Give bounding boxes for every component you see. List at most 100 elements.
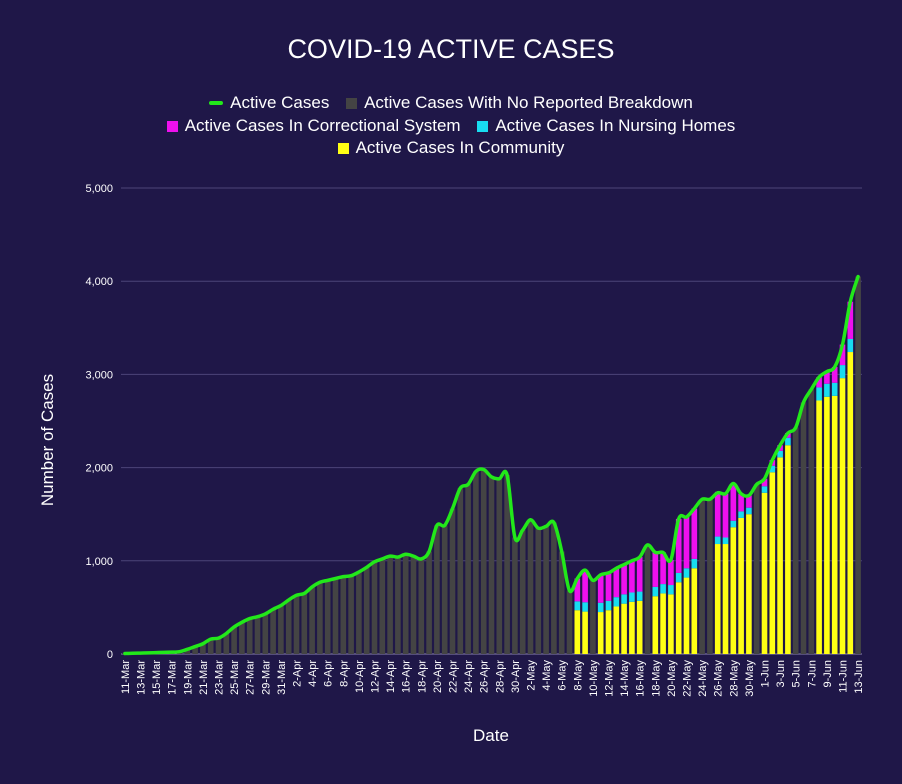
legend-item-nursing-homes[interactable]: Active Cases In Nursing Homes <box>477 116 735 136</box>
bar-no-breakdown <box>644 544 651 654</box>
bar-nursing-homes <box>660 584 666 594</box>
bar-no-breakdown <box>426 551 432 654</box>
bar-correctional <box>847 301 854 339</box>
bar-nursing-homes <box>636 591 643 601</box>
bar-correctional <box>691 508 698 559</box>
x-tick-label: 6-May <box>557 660 569 691</box>
legend-item-correctional[interactable]: Active Cases In Correctional System <box>166 116 461 136</box>
bar-nursing-homes <box>824 383 830 397</box>
bar-no-breakdown <box>402 554 409 654</box>
x-tick-label: 13-Mar <box>136 660 148 695</box>
bar-no-breakdown <box>543 526 549 654</box>
legend-square-swatch <box>166 121 178 132</box>
x-tick-label: 7-Jun <box>806 660 818 688</box>
bar-no-breakdown <box>192 646 198 654</box>
x-tick-label: 24-Apr <box>463 660 475 693</box>
bar-correctional <box>652 552 659 587</box>
bar-community <box>785 445 791 654</box>
bar-nursing-homes <box>629 592 635 602</box>
x-tick-label: 26-Apr <box>479 660 491 693</box>
bar-no-breakdown <box>207 639 214 654</box>
bar-community <box>691 568 698 654</box>
bar-no-breakdown <box>278 605 284 654</box>
bar-no-breakdown <box>262 613 269 654</box>
bar-nursing-homes <box>683 568 690 578</box>
x-tick-label: 22-Apr <box>448 660 460 693</box>
bar-community <box>605 610 612 654</box>
bar-correctional <box>582 570 588 603</box>
x-tick-label: 14-Apr <box>385 660 397 693</box>
x-tick-label: 2-May <box>526 660 538 691</box>
bar-correctional <box>722 493 729 538</box>
bar-nursing-homes <box>613 597 620 607</box>
legend-item-active-cases[interactable]: Active Cases <box>209 93 329 113</box>
bar-community <box>574 610 581 654</box>
bar-correctional <box>714 491 721 537</box>
legend-item-no-breakdown[interactable]: Active Cases With No Reported Breakdown <box>346 93 693 113</box>
bar-no-breakdown <box>309 586 315 654</box>
bar-no-breakdown <box>387 556 393 654</box>
bar-community <box>613 606 620 654</box>
bar-no-breakdown <box>457 488 464 654</box>
bar-community <box>816 400 822 654</box>
legend-label: Active Cases In Correctional System <box>184 116 461 135</box>
bars <box>122 276 861 655</box>
bar-nursing-homes <box>746 507 752 515</box>
x-tick-label: 3-Jun <box>775 660 787 688</box>
bar-no-breakdown <box>200 643 206 654</box>
bar-correctional <box>605 572 612 601</box>
x-tick-label: 2-Apr <box>292 660 304 687</box>
bar-community <box>668 594 674 654</box>
x-tick-label: 16-Apr <box>401 660 413 693</box>
x-tick-label: 10-May <box>588 660 600 697</box>
x-tick-label: 30-May <box>744 660 756 697</box>
bar-no-breakdown <box>379 558 386 654</box>
bar-correctional <box>621 564 627 595</box>
x-tick-label: 29-Mar <box>260 660 272 695</box>
bar-nursing-homes <box>816 387 822 401</box>
bar-correctional <box>597 574 604 603</box>
bar-no-breakdown <box>340 576 347 654</box>
chart-title: COVID-19 ACTIVE CASES <box>287 34 615 64</box>
legend-square-swatch <box>477 121 489 132</box>
bar-no-breakdown <box>707 499 713 654</box>
bar-community <box>621 603 627 654</box>
x-tick-label: 10-Apr <box>354 660 366 693</box>
bar-no-breakdown <box>418 558 425 654</box>
y-tick-labels: 0 1,000 2,000 3,000 4,000 5,000 <box>85 183 113 661</box>
bar-no-breakdown <box>356 571 362 654</box>
x-axis-label: Date <box>473 726 509 745</box>
bar-correctional <box>839 344 846 366</box>
bar-no-breakdown <box>519 530 526 654</box>
bar-no-breakdown <box>496 478 503 654</box>
bar-no-breakdown <box>395 557 401 654</box>
x-tick-label: 19-Mar <box>182 660 194 695</box>
bar-no-breakdown <box>215 638 222 654</box>
bar-nursing-homes <box>785 437 791 446</box>
bar-no-breakdown <box>473 471 479 654</box>
legend-square-swatch <box>346 98 358 109</box>
bar-nursing-homes <box>652 586 659 597</box>
bar-nursing-homes <box>831 382 838 396</box>
bar-no-breakdown <box>551 522 557 654</box>
x-tick-label: 12-Apr <box>370 660 382 693</box>
x-tick-label: 12-May <box>604 660 616 697</box>
bar-correctional <box>738 493 744 512</box>
bar-no-breakdown <box>246 618 253 654</box>
y-tick-label: 3,000 <box>85 369 113 381</box>
x-tick-label: 24-May <box>697 660 709 697</box>
bar-community <box>847 352 854 654</box>
y-tick-label: 1,000 <box>85 556 113 568</box>
bar-no-breakdown <box>808 389 815 654</box>
legend-item-community[interactable]: Active Cases In Community <box>337 138 564 158</box>
legend-label: Active Cases <box>230 93 330 112</box>
bar-no-breakdown <box>488 476 495 654</box>
bar-no-breakdown <box>223 633 230 654</box>
x-tick-label: 11-Jun <box>838 660 850 693</box>
x-tick-labels: 11-Mar 13-Mar 15-Mar 17-Mar 19-Mar 21-Mar 23-M… <box>120 660 865 697</box>
bar-no-breakdown <box>441 525 448 654</box>
bar-community <box>761 492 768 654</box>
bar-correctional <box>683 516 690 569</box>
